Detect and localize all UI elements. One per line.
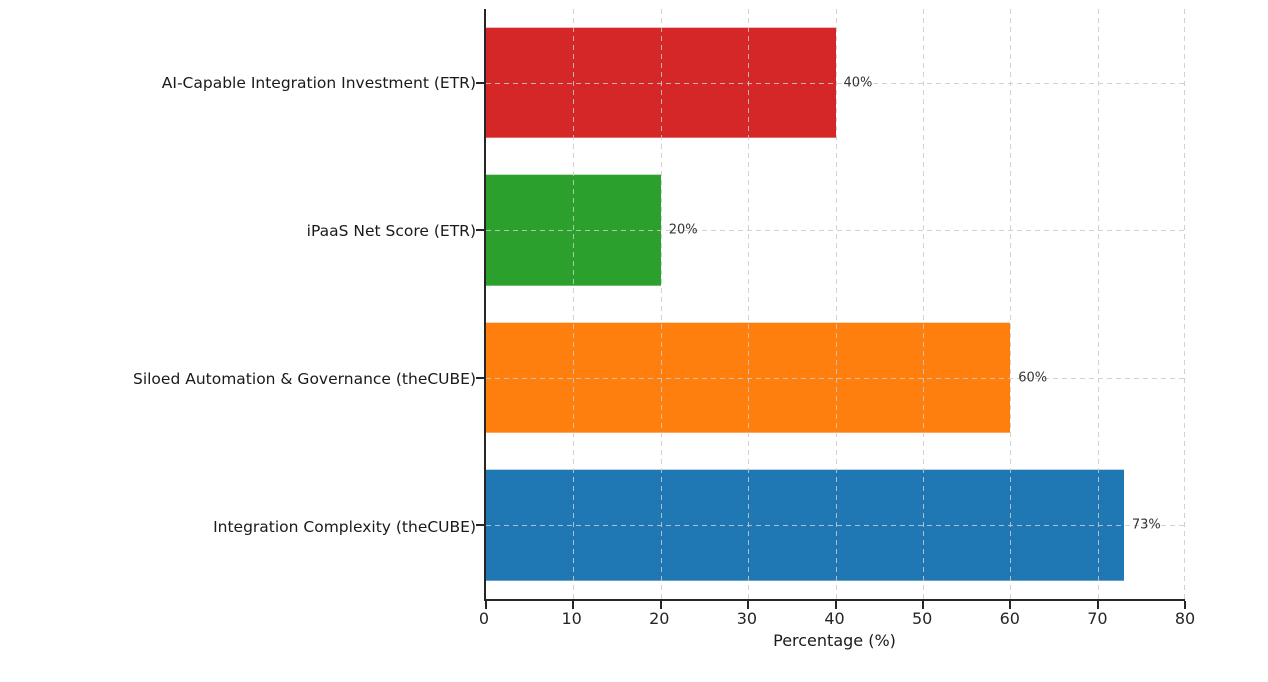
- bar-value-label: 60%: [1018, 370, 1048, 386]
- y-axis-category-labels: AI-Capable Integration Investment (ETR) i…: [0, 9, 476, 601]
- y-tick-mark: [476, 81, 484, 84]
- x-tick-mark: [1184, 601, 1186, 609]
- x-axis-tick-labels: 0 10 20 30 40 50 60 70 80: [479, 609, 1195, 629]
- grid-line-vertical: [1097, 9, 1099, 599]
- x-tick-mark: [659, 601, 662, 609]
- y-tick-mark: [476, 376, 484, 379]
- grid-line-vertical: [1010, 9, 1012, 599]
- x-tick-mark: [572, 601, 575, 609]
- x-tick-label: 10: [561, 609, 582, 628]
- x-tick-mark: [1096, 601, 1099, 609]
- x-tick-mark: [747, 601, 750, 609]
- bar-value-label: 20%: [668, 222, 698, 238]
- category-label: iPaaS Net Score (ETR): [306, 222, 476, 240]
- category-label-row: iPaaS Net Score (ETR): [0, 157, 476, 305]
- x-tick-label: 70: [1087, 609, 1108, 628]
- bar-value-label: 73%: [1131, 517, 1161, 533]
- x-tick-label: 0: [478, 609, 490, 628]
- grid-line-vertical: [835, 9, 837, 599]
- category-label-row: Integration Complexity (theCUBE): [0, 453, 476, 601]
- bar-value-label: 40%: [843, 75, 873, 91]
- category-label: Siloed Automation & Governance (theCUBE): [132, 370, 476, 388]
- y-tick-mark: [476, 524, 484, 527]
- x-tick-label: 30: [736, 609, 758, 628]
- bar-row: 73%: [476, 452, 1185, 600]
- x-tick-label: 50: [911, 609, 933, 628]
- grid-line-vertical: [922, 9, 924, 599]
- x-tick-label: 80: [1174, 609, 1196, 628]
- x-tick-mark: [834, 601, 837, 609]
- x-tick-mark: [921, 601, 924, 609]
- plot-area: 40% 20% 60% 73%: [476, 9, 1186, 609]
- category-label-row: Siloed Automation & Governance (theCUBE): [0, 305, 476, 453]
- grid-line-vertical: [1184, 9, 1185, 599]
- x-axis-title: Percentage (%): [773, 631, 896, 650]
- category-label: Integration Complexity (theCUBE): [213, 518, 476, 536]
- grid-line-vertical: [748, 9, 750, 599]
- category-label: AI-Capable Integration Investment (ETR): [161, 74, 476, 92]
- x-tick-label: 20: [649, 609, 670, 628]
- y-tick-mark: [476, 229, 484, 232]
- x-tick-mark: [1009, 601, 1012, 609]
- x-tick-label: 60: [999, 609, 1020, 628]
- category-label-row: AI-Capable Integration Investment (ETR): [0, 9, 476, 157]
- x-tick-mark: [485, 601, 487, 609]
- x-tick-label: 40: [824, 609, 845, 628]
- grid-line-vertical: [660, 9, 662, 599]
- grid-line-vertical: [573, 9, 575, 599]
